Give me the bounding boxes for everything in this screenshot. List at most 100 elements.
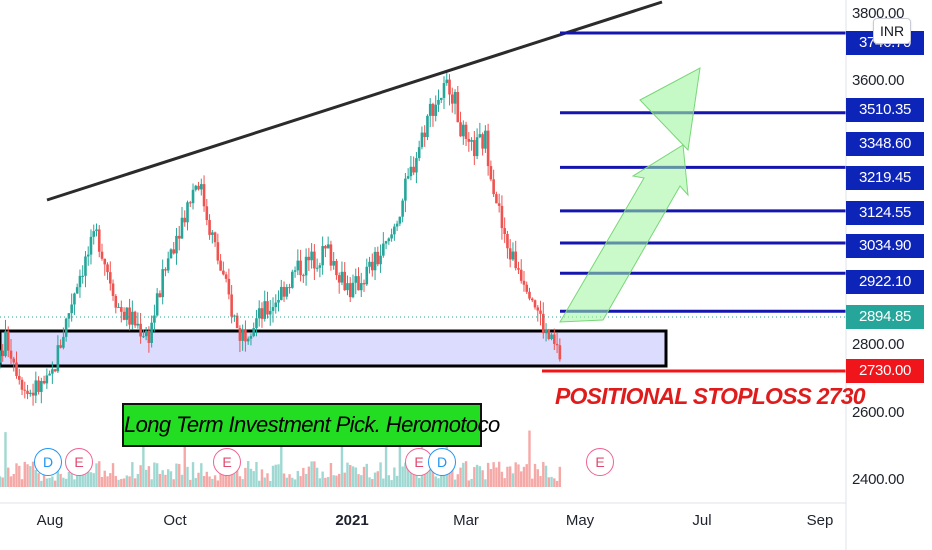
level-tag-2922: 2922.10 xyxy=(846,270,924,294)
volume-bar xyxy=(506,466,509,487)
volume-bar xyxy=(478,466,482,487)
candle xyxy=(351,274,355,299)
volume-bar xyxy=(147,466,151,487)
candle xyxy=(175,227,178,265)
candle xyxy=(448,74,451,106)
volume-bar xyxy=(406,463,410,487)
candle xyxy=(555,332,559,354)
candle xyxy=(434,95,438,122)
candle xyxy=(492,169,495,198)
dividend-event-badge[interactable]: D xyxy=(428,448,456,476)
candle xyxy=(144,326,148,341)
candle xyxy=(81,265,85,284)
candle xyxy=(155,288,159,317)
volume-bar xyxy=(158,473,162,487)
candle xyxy=(302,273,305,283)
candle xyxy=(326,236,330,249)
volume-bar xyxy=(304,473,308,487)
candle xyxy=(550,332,553,341)
candle xyxy=(484,125,487,153)
volume-bar xyxy=(12,473,15,487)
earnings-event-badge[interactable]: E xyxy=(213,448,241,476)
candle xyxy=(194,184,198,192)
candle xyxy=(86,246,90,266)
volume-bar xyxy=(387,475,391,487)
volume-bar xyxy=(484,479,487,487)
volume-bar xyxy=(346,462,349,487)
candle xyxy=(445,70,449,86)
volume-bar xyxy=(423,468,426,487)
volume-bar xyxy=(313,461,316,487)
volume-bar xyxy=(343,472,346,487)
earnings-event-badge[interactable]: E xyxy=(586,448,614,476)
candle xyxy=(415,152,418,184)
volume-bar xyxy=(426,467,429,487)
volume-bar xyxy=(365,463,368,487)
volume-bar xyxy=(539,476,542,487)
candle xyxy=(266,291,269,319)
candle xyxy=(103,258,107,276)
candle xyxy=(147,326,151,353)
dividend-event-badge[interactable]: D xyxy=(34,448,62,476)
volume-bar xyxy=(75,468,79,487)
volume-bar xyxy=(492,462,495,487)
candle xyxy=(42,375,46,385)
candle xyxy=(205,199,209,226)
volume-bar xyxy=(531,478,534,487)
earnings-event-badge[interactable]: E xyxy=(65,448,93,476)
candle xyxy=(318,262,322,278)
volume-bar xyxy=(81,471,84,487)
volume-bar xyxy=(489,469,493,487)
volume-bar xyxy=(337,473,341,487)
candle xyxy=(235,312,239,329)
volume-bar xyxy=(122,478,126,487)
candle xyxy=(34,371,38,404)
candle xyxy=(31,383,35,406)
volume-bar xyxy=(362,466,366,487)
volume-bar xyxy=(429,463,432,487)
candle xyxy=(533,299,537,310)
volume-bar xyxy=(219,465,222,487)
volume-bar xyxy=(497,461,501,487)
volume-bar xyxy=(70,468,73,487)
candle xyxy=(522,271,526,292)
candle xyxy=(133,310,137,328)
volume-bar xyxy=(371,479,374,487)
volume-bar xyxy=(202,475,206,487)
candle xyxy=(241,324,244,351)
volume-bar xyxy=(59,473,62,487)
volume-bar xyxy=(109,473,112,487)
candle xyxy=(324,244,327,258)
candle xyxy=(321,236,324,275)
support-zone xyxy=(0,329,668,368)
volume-bar xyxy=(412,473,415,487)
candle xyxy=(255,309,258,337)
volume-bar xyxy=(329,462,333,487)
candle xyxy=(530,297,534,303)
volume-bar xyxy=(150,479,153,487)
volume-bar xyxy=(495,467,498,487)
candle xyxy=(106,262,109,280)
candle xyxy=(348,277,352,303)
candle xyxy=(75,283,79,294)
volume-bar xyxy=(269,480,272,487)
candle xyxy=(197,181,200,191)
candle xyxy=(37,376,40,395)
candle xyxy=(475,128,479,160)
volume-bar xyxy=(475,464,479,487)
candle xyxy=(227,268,231,300)
volume-bar xyxy=(241,479,244,487)
volume-bar xyxy=(31,461,35,487)
candle xyxy=(188,200,192,208)
currency-badge[interactable]: INR xyxy=(873,18,911,44)
volume-bar xyxy=(178,464,181,487)
candle xyxy=(437,89,440,112)
candle xyxy=(450,87,454,113)
candle xyxy=(29,389,32,397)
volume-bar xyxy=(62,477,65,487)
volume-bar xyxy=(224,473,228,487)
candle xyxy=(186,200,189,231)
candle xyxy=(4,319,7,358)
candle xyxy=(164,267,167,277)
